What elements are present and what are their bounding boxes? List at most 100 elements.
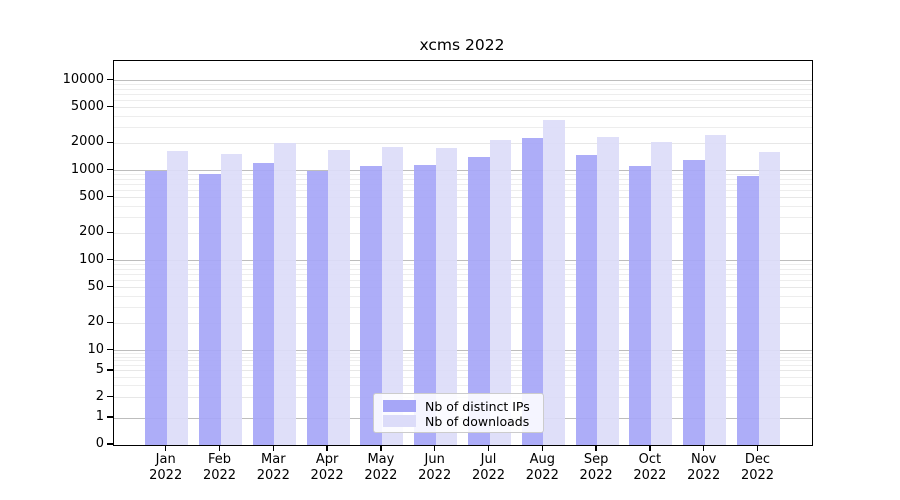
gridline-minor [114, 84, 812, 86]
legend-label-downloads: Nb of downloads [425, 413, 530, 429]
x-tick-mark [434, 445, 436, 451]
gridline-minor [114, 273, 812, 275]
bar-downloads [274, 143, 296, 445]
x-tick-mark [703, 445, 705, 451]
y-tick-mark [107, 231, 113, 234]
bar-downloads [704, 134, 727, 445]
y-tick-label: 100 [79, 251, 104, 267]
y-tick-label: 10 [87, 341, 104, 357]
gridline-minor [114, 264, 812, 266]
gridline-minor [114, 279, 812, 281]
x-tick-mark [487, 445, 490, 451]
gridline [114, 350, 812, 351]
bar-distinct-ips [414, 164, 436, 445]
y-tick-label: 1 [95, 409, 104, 424]
x-tick-label: Apr 2022 [310, 452, 344, 483]
y-tick-mark [107, 443, 113, 445]
y-tick-label: 50 [87, 278, 104, 294]
y-tick-label: 20 [87, 314, 104, 330]
bar-distinct-ips [683, 159, 705, 445]
gridline [114, 80, 812, 81]
x-tick-mark [541, 445, 543, 451]
bar-downloads [650, 142, 673, 445]
gridline-minor [114, 364, 812, 366]
gridline-minor [114, 205, 812, 207]
bar-downloads [758, 152, 780, 445]
gridline-minor [114, 127, 812, 129]
gridline-minor [114, 356, 812, 358]
bar-downloads [489, 139, 511, 445]
x-tick-mark [326, 445, 328, 451]
x-tick-label: Feb 2022 [202, 452, 237, 483]
bar-downloads [166, 150, 189, 445]
x-tick-label: Aug 2022 [525, 452, 559, 483]
gridline-minor [114, 178, 812, 180]
y-tick-label: 10000 [62, 71, 104, 87]
gridline [114, 260, 812, 261]
gridline-minor [114, 88, 812, 90]
legend-swatch-distinct-ips [383, 400, 416, 412]
bar-distinct-ips [468, 157, 490, 445]
gridline-minor [114, 376, 812, 378]
x-tick-label: Mar 2022 [256, 452, 290, 483]
y-tick-label: 2 [95, 388, 104, 404]
gridline-minor [114, 295, 812, 297]
gridline [114, 107, 812, 109]
y-tick-label: 2000 [70, 134, 104, 150]
x-tick-mark [756, 445, 759, 451]
legend-item-downloads: Nb of downloads [383, 413, 536, 429]
y-tick-label: 1000 [70, 161, 104, 177]
y-tick-mark [107, 395, 113, 398]
gridline [114, 370, 812, 372]
gridline-minor [114, 183, 812, 185]
legend-label-distinct-ips: Nb of distinct IPs [425, 398, 530, 414]
gridline [114, 142, 812, 144]
gridline-minor [114, 353, 812, 355]
gridline [114, 197, 812, 199]
x-tick-label: Oct 2022 [633, 452, 667, 483]
legend-swatch-downloads [383, 415, 416, 427]
x-tick-mark [649, 445, 651, 451]
x-tick-mark [272, 445, 274, 451]
gridline-minor [114, 189, 812, 191]
y-tick-mark [107, 195, 113, 198]
gridline-minor [114, 93, 812, 95]
x-tick-mark [165, 445, 167, 451]
y-tick-label: 200 [79, 224, 104, 240]
y-tick-mark [107, 258, 113, 261]
chart-title: xcms 2022 [419, 36, 505, 54]
y-tick-mark [107, 78, 113, 81]
x-tick-label: Sep 2022 [579, 452, 613, 483]
bar-distinct-ips [306, 170, 329, 445]
gridline-minor [114, 385, 812, 387]
bar-downloads [597, 136, 619, 445]
bar-distinct-ips [737, 176, 759, 445]
gridline [114, 287, 812, 289]
gridline [114, 322, 812, 324]
x-tick-label: Jul 2022 [471, 452, 506, 483]
x-tick-label: May 2022 [364, 452, 398, 483]
bar-distinct-ips [145, 170, 167, 445]
y-tick-mark [107, 141, 113, 144]
gridline-minor [114, 360, 812, 362]
gridline-minor [114, 99, 812, 101]
bar-downloads [220, 153, 242, 445]
gridline-minor [114, 174, 812, 176]
x-tick-label: Jan 2022 [149, 452, 183, 483]
bar-distinct-ips [252, 163, 275, 445]
bar-distinct-ips [521, 138, 544, 445]
y-tick-label: 5 [95, 361, 104, 377]
legend: Nb of distinct IPs Nb of downloads [373, 393, 544, 433]
y-tick-mark [107, 285, 113, 288]
bar-distinct-ips [575, 155, 598, 445]
y-tick-mark [107, 369, 113, 371]
gridline-minor [114, 217, 812, 219]
gridline [114, 232, 812, 234]
y-tick-label: 5000 [70, 98, 104, 114]
y-tick-label: 500 [79, 188, 104, 204]
bar-distinct-ips [199, 173, 221, 445]
y-tick-mark [107, 348, 113, 351]
bar-distinct-ips [629, 166, 651, 445]
y-tick-mark [107, 416, 113, 418]
bar-distinct-ips [360, 166, 382, 445]
